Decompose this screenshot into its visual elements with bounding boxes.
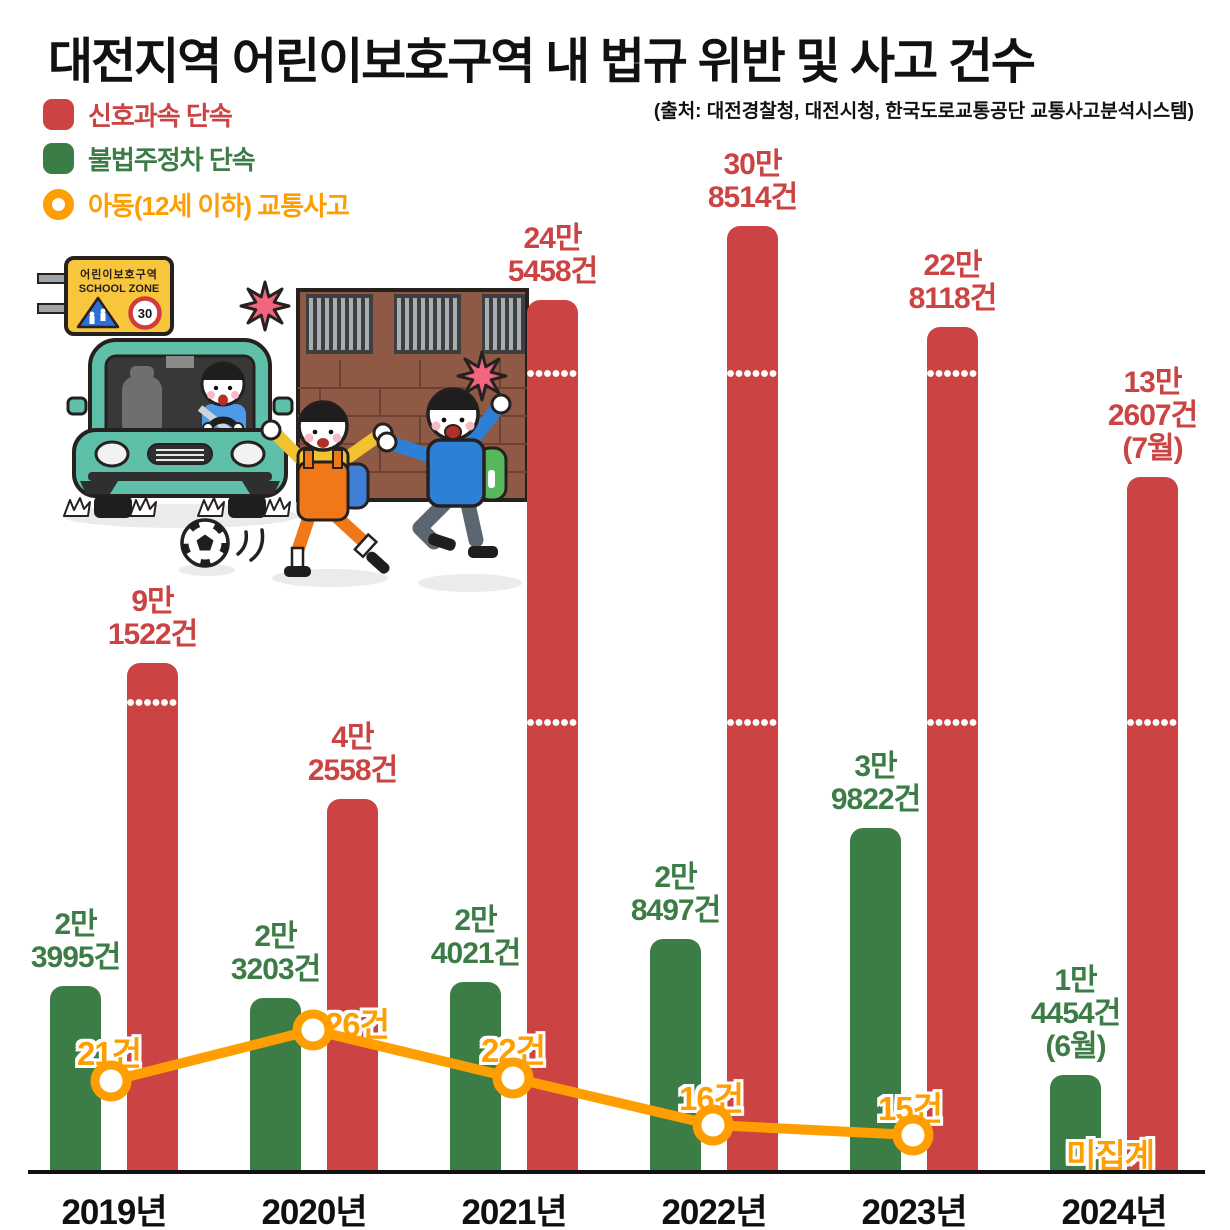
- bar-label-signal-2022년-line: 8514건: [707, 181, 798, 214]
- bar-label-parking-2019년-line: 2만: [54, 908, 97, 941]
- bar-label-signal-2021년: 24만 5458건: [443, 222, 663, 288]
- line-point-label-2022년: 16건: [678, 1080, 744, 1117]
- bar-label-signal-2021년-line: 5458건: [507, 255, 598, 288]
- bar-parking-2021년: [450, 982, 501, 1172]
- legend-ring-icon: [43, 188, 74, 220]
- axis-break-dots: [527, 370, 578, 377]
- bar-label-parking-2024년: 1만 4454건 (6월): [966, 964, 1186, 1063]
- speed-limit-value: 30: [138, 306, 152, 321]
- school-zone-sign: 어린이보호구역 SCHOOL ZONE 30: [37, 256, 174, 336]
- bar-label-signal-2019년-line: 1522건: [107, 618, 198, 651]
- bar-label-parking-2022년: 2만 8497건: [566, 861, 786, 927]
- x-axis-label-2021년: 2021년: [461, 1193, 567, 1230]
- bar-label-signal-2020년-line: 4만: [331, 721, 374, 754]
- bar-label-parking-2020년-line: 2만: [254, 920, 297, 953]
- soccer-ball: [179, 518, 265, 576]
- bar-parking-2022년: [650, 939, 701, 1172]
- bar-parking-2019년: [50, 986, 101, 1172]
- bar-label-parking-2024년-line: 1만: [1054, 964, 1097, 997]
- car-illustration: [62, 280, 298, 528]
- legend-swatch-red: [43, 98, 74, 130]
- bar-label-signal-2019년-line: 9만: [131, 585, 174, 618]
- x-axis-label-2024년: 2024년: [1061, 1193, 1167, 1230]
- axis-break-dots: [527, 719, 578, 726]
- bar-label-parking-2021년: 2만 4021건: [366, 904, 586, 970]
- bar-label-signal-2019년: 9만 1522건: [43, 585, 263, 651]
- bar-label-signal-2023년: 22만 8118건: [843, 249, 1063, 315]
- bar-signal-2024년: [1127, 477, 1178, 1172]
- bar-label-parking-2023년-line: 3만: [854, 750, 897, 783]
- line-point-label-2024년: 미집계: [1065, 1137, 1155, 1174]
- bar-label-parking-2022년-line: 8497건: [630, 894, 721, 927]
- sign-text-kr: 어린이보호구역: [80, 267, 158, 281]
- speed-limit-circle: [128, 296, 162, 330]
- bar-label-signal-2024년-line: 2607건: [1107, 399, 1198, 432]
- axis-break-dots: [727, 719, 778, 726]
- bar-label-parking-2020년-line: 3203건: [230, 953, 321, 986]
- bar-parking-2024년: [1050, 1075, 1101, 1172]
- bar-signal-2022년: [727, 226, 778, 1172]
- x-axis-label-2023년: 2023년: [861, 1193, 967, 1230]
- axis-break-dots: [127, 699, 178, 706]
- bar-label-parking-2021년-line: 2만: [454, 904, 497, 937]
- line-point-label-2019년: 21건: [76, 1035, 142, 1072]
- bar-label-parking-2022년-line: 2만: [654, 861, 697, 894]
- legend-item-signal: 신호과속 단속: [43, 96, 233, 132]
- line-point-label-2020년: 26건: [324, 1006, 390, 1043]
- school-zone-illustration: 어린이보호구역 SCHOOL ZONE 30: [37, 256, 529, 592]
- legend-label-parking: 불법주정차 단속: [88, 144, 256, 175]
- bar-label-signal-2024년-line: 13만: [1123, 366, 1183, 399]
- bar-label-parking-2023년-line: 9822건: [830, 783, 921, 816]
- bar-label-signal-2024년-line: (7월): [1122, 432, 1183, 465]
- source-note: (출처: 대전경찰청, 대전시청, 한국도로교통공단 교통사고분석시스템): [653, 101, 1194, 122]
- sign-children-triangle: [76, 296, 120, 329]
- sign-text-en: SCHOOL ZONE: [79, 283, 159, 295]
- axis-break-dots: [1127, 719, 1178, 726]
- bar-label-signal-2021년-line: 24만: [523, 222, 583, 255]
- legend-label-signal: 신호과속 단속: [88, 100, 233, 131]
- line-point-label-2023년: 15건: [877, 1090, 943, 1127]
- bar-label-parking-2023년: 3만 9822건: [766, 750, 986, 816]
- axis-break-dots: [727, 370, 778, 377]
- axis-break-dots: [927, 370, 978, 377]
- legend-item-parking: 불법주정차 단속: [43, 140, 256, 176]
- bar-label-parking-2020년: 2만 3203건: [166, 920, 386, 986]
- child-blue-running: [376, 350, 522, 592]
- bar-label-parking-2024년-line: (6월): [1045, 1030, 1106, 1063]
- bar-label-signal-2022년-line: 30만: [723, 148, 783, 181]
- axis-break-dots: [927, 719, 978, 726]
- bar-label-signal-2023년-line: 8118건: [908, 282, 998, 315]
- legend-item-accident: 아동(12세 이하) 교통사고: [43, 186, 350, 222]
- x-axis-line: [28, 1170, 1205, 1174]
- bar-label-signal-2024년: 13만 2607건 (7월): [1043, 366, 1230, 465]
- bar-label-parking-2019년: 2만 3995건: [0, 908, 186, 974]
- page-title: 대전지역 어린이보호구역 내 법규 위반 및 사고 건수: [48, 35, 1036, 89]
- legend-label-accident: 아동(12세 이하) 교통사고: [88, 190, 350, 221]
- bar-label-parking-2019년-line: 3995건: [30, 941, 121, 974]
- x-axis-label-2020년: 2020년: [261, 1193, 367, 1230]
- bar-label-signal-2022년: 30만 8514건: [643, 148, 863, 214]
- bar-signal-2023년: [927, 327, 978, 1172]
- bar-label-signal-2023년-line: 22만: [923, 249, 983, 282]
- legend-swatch-green: [43, 142, 74, 174]
- bar-label-signal-2020년-line: 2558건: [307, 754, 398, 787]
- line-point-label-2021년: 22건: [480, 1032, 546, 1069]
- x-axis-label-2019년: 2019년: [61, 1193, 167, 1230]
- bar-label-parking-2021년-line: 4021건: [430, 937, 521, 970]
- x-axis-label-2022년: 2022년: [661, 1193, 767, 1230]
- bar-label-parking-2024년-line: 4454건: [1030, 997, 1121, 1030]
- bar-label-signal-2020년: 4만 2558건: [243, 721, 463, 787]
